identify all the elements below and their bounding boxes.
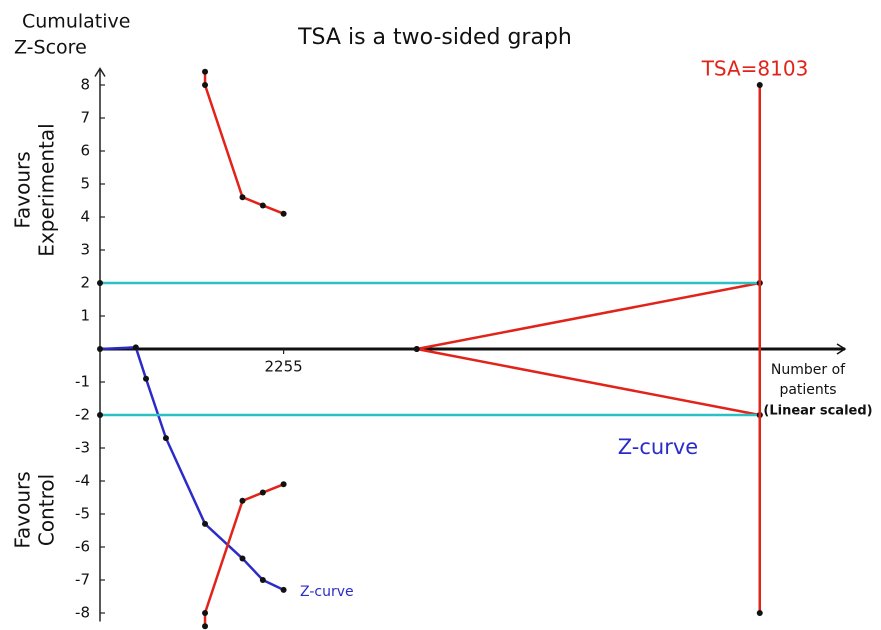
- point: [202, 520, 209, 527]
- line-label: Z-curve: [300, 584, 354, 600]
- point: [202, 82, 209, 88]
- point: [280, 481, 287, 488]
- point: [756, 610, 763, 616]
- point: [239, 194, 246, 201]
- point: [143, 375, 150, 382]
- y-axis-arrow: [94, 67, 106, 77]
- tsa-label: TSA=8103: [701, 57, 809, 81]
- y-axis-label: Z-Score: [14, 37, 87, 59]
- x-axis-label: Number of: [771, 362, 846, 378]
- y-tick-label: -6: [75, 538, 90, 556]
- point: [97, 412, 103, 418]
- point: [97, 346, 103, 352]
- y-tick-label: 2: [80, 274, 90, 292]
- point: [239, 555, 246, 562]
- y-tick-label: 3: [80, 241, 90, 259]
- point: [280, 210, 287, 217]
- upper-label-line: Experimental: [35, 123, 59, 256]
- series-line: [416, 347, 760, 417]
- lower-label: Favours Control: [11, 471, 59, 548]
- point: [259, 577, 266, 583]
- point: [259, 489, 266, 496]
- series-line: [416, 281, 760, 351]
- y-tick-label: -8: [75, 604, 90, 622]
- y-tick-label: -1: [75, 373, 90, 391]
- point: [97, 280, 103, 286]
- y-tick-label: 5: [80, 175, 90, 193]
- y-tick-label: -4: [75, 472, 90, 490]
- y-tick-label: 7: [80, 109, 90, 127]
- chart-title: TSA is a two-sided graph: [297, 25, 572, 50]
- upper-label: Favours Experimental: [11, 123, 59, 256]
- lower-label-line: Favours: [11, 471, 35, 548]
- point: [259, 202, 266, 209]
- point: [413, 346, 420, 352]
- y-tick-label: 8: [80, 76, 90, 94]
- point: [756, 82, 763, 88]
- point: [239, 497, 246, 504]
- upper-label-line: Favours: [11, 151, 35, 228]
- x-tick-label: 2255: [265, 358, 303, 376]
- y-tick-label: -5: [75, 505, 90, 523]
- point: [202, 68, 209, 75]
- x-axis-label: patients: [779, 382, 836, 398]
- series-line: [99, 346, 285, 592]
- point: [162, 435, 169, 442]
- x-axis-arrow: [836, 343, 847, 355]
- point: [280, 586, 287, 593]
- legend-label: Z-curve: [618, 435, 698, 459]
- point: [132, 344, 139, 351]
- y-tick-label: 4: [80, 208, 90, 226]
- lower-label-line: Control: [35, 474, 59, 546]
- y-tick-label: 1: [80, 307, 90, 325]
- x-axis-label: (Linear scaled): [763, 404, 872, 419]
- y-tick-label: -2: [75, 406, 90, 424]
- point: [202, 610, 209, 616]
- y-tick-label: 6: [80, 142, 90, 160]
- y-tick-label: -3: [75, 439, 90, 457]
- series-line: [203, 71, 285, 215]
- series-line: [203, 483, 285, 627]
- y-axis-label: Cumulative: [22, 11, 130, 33]
- y-tick-label: -7: [75, 571, 90, 589]
- point: [202, 623, 209, 630]
